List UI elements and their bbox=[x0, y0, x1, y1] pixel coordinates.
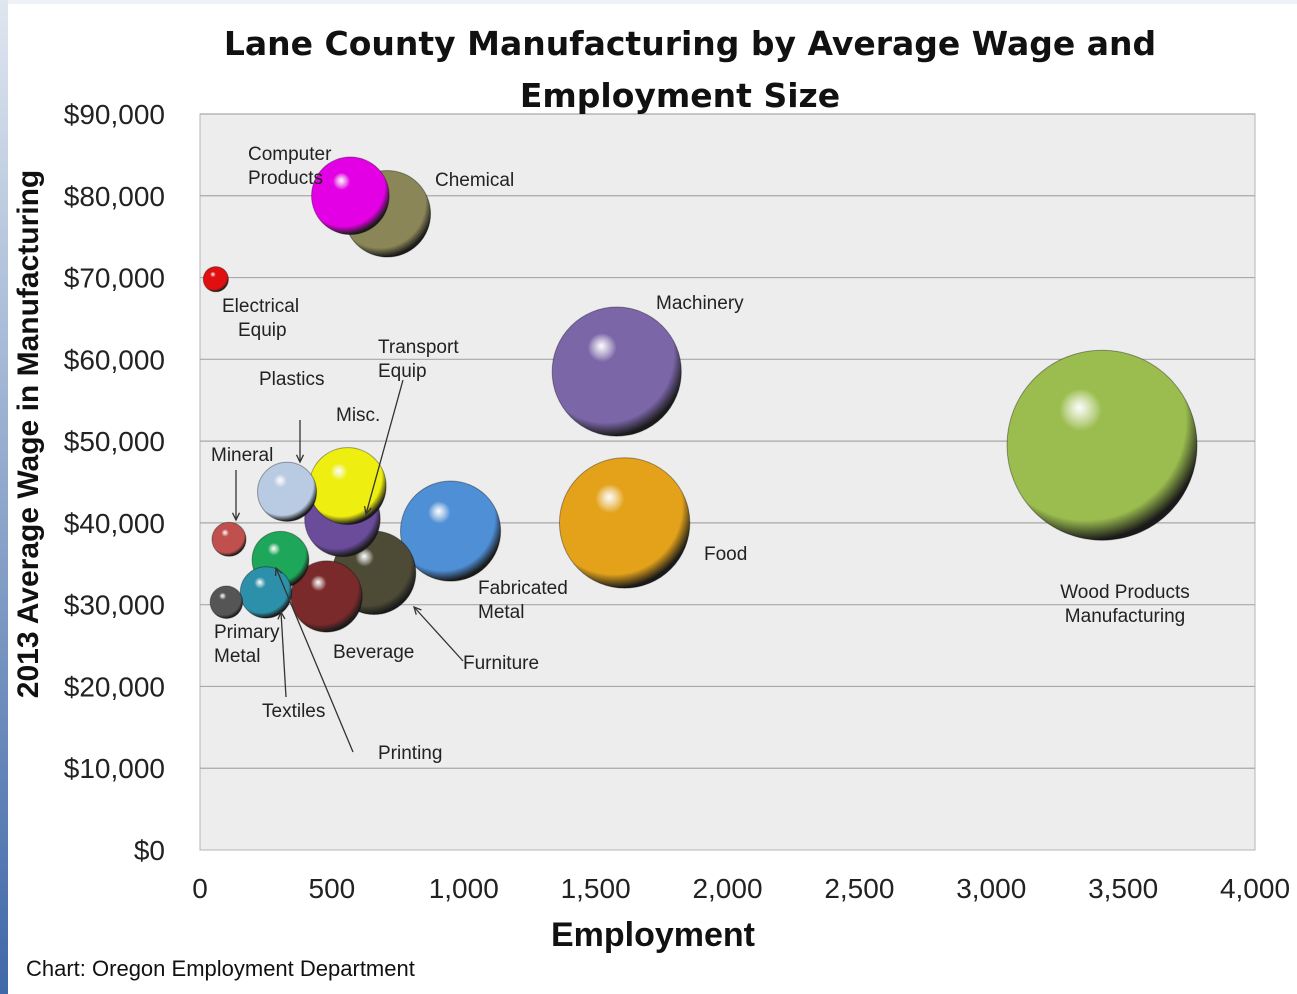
chart-title-line-1: Lane County Manufacturing by Average Wag… bbox=[224, 24, 1156, 63]
bubble-label-beverage: Beverage bbox=[333, 642, 414, 663]
bubble-misc bbox=[308, 447, 387, 526]
bubble-label-mineral: Mineral bbox=[211, 445, 273, 466]
leader-furniture-head bbox=[412, 605, 422, 615]
y-tick-label: $20,000 bbox=[64, 671, 165, 702]
leader-transport-head bbox=[363, 506, 372, 516]
bubble-label-transport: Equip bbox=[378, 361, 427, 382]
bubble-label-electrical: Equip bbox=[238, 320, 287, 341]
bubble-plastics bbox=[257, 461, 318, 522]
leader-furniture bbox=[413, 606, 464, 662]
bubble-label-electrical: Electrical bbox=[222, 296, 299, 317]
bubble-fabricated bbox=[399, 480, 502, 582]
bubble-mineral bbox=[211, 521, 247, 557]
y-tick-label: $90,000 bbox=[64, 99, 165, 130]
leader-lines bbox=[231, 379, 464, 753]
bubble-computer bbox=[311, 156, 390, 236]
bubble-food bbox=[558, 457, 691, 589]
source-note: Chart: Oregon Employment Department bbox=[26, 956, 415, 981]
bubble-label-chemical: Chemical bbox=[435, 170, 514, 191]
y-tick-label: $80,000 bbox=[64, 181, 165, 212]
leader-printing-head bbox=[274, 566, 283, 577]
bubble-label-primary: Primary bbox=[214, 622, 280, 643]
y-tick-label: $10,000 bbox=[64, 753, 165, 784]
y-tick-label: $30,000 bbox=[64, 590, 165, 621]
bubble-label-wood: Wood Products bbox=[1060, 582, 1190, 603]
leader-mineral-head bbox=[231, 512, 241, 522]
bubble-label-transport: Transport bbox=[378, 337, 459, 358]
bubble-label-primary: Metal bbox=[214, 646, 260, 667]
bubble-label-furniture: Furniture bbox=[463, 653, 539, 674]
leader-textiles-head bbox=[277, 610, 286, 620]
x-tick-label: 500 bbox=[309, 873, 356, 904]
bubble-label-computer: Products bbox=[248, 168, 323, 189]
leader-textiles bbox=[280, 611, 287, 698]
bubble-textiles bbox=[239, 566, 293, 619]
bubble-label-fabricated: Fabricated bbox=[478, 578, 568, 599]
y-tick-label: $0 bbox=[134, 835, 165, 866]
y-tick-label: $50,000 bbox=[64, 426, 165, 457]
y-tick-label: $70,000 bbox=[64, 263, 165, 294]
bubble-label-computer: Computer bbox=[248, 144, 332, 165]
y-tick-labels: $0 $10,000 $20,000 $30,000 $40,000 $50,000 $60… bbox=[64, 99, 165, 866]
bubble-label-printing: Printing bbox=[378, 743, 442, 764]
leader-transport bbox=[365, 379, 404, 515]
bubble-wood bbox=[1006, 349, 1198, 541]
x-tick-label: 2,000 bbox=[692, 873, 762, 904]
bubble-machinery bbox=[551, 306, 682, 437]
bubble-label-wood: Manufacturing bbox=[1065, 606, 1185, 627]
bubbles bbox=[202, 156, 1198, 633]
bubble-label-misc: Misc. bbox=[336, 405, 380, 426]
x-tick-label: 3,000 bbox=[956, 873, 1026, 904]
x-tick-label: 2,500 bbox=[824, 873, 894, 904]
x-tick-label: 1,000 bbox=[429, 873, 499, 904]
frame-left-edge bbox=[0, 0, 8, 994]
bubble-label-machinery: Machinery bbox=[656, 293, 744, 314]
bubble-label-plastics: Plastics bbox=[259, 369, 324, 390]
x-tick-label: 3,500 bbox=[1088, 873, 1158, 904]
bubble-primary bbox=[209, 585, 244, 619]
x-tick-label: 1,500 bbox=[561, 873, 631, 904]
chart-title-line-2: Employment Size bbox=[520, 76, 840, 115]
y-tick-label: $60,000 bbox=[64, 344, 165, 375]
x-tick-label: 4,000 bbox=[1220, 873, 1290, 904]
frame-top-edge bbox=[0, 0, 1297, 4]
bubble-label-food: Food bbox=[704, 544, 747, 565]
y-tick-label: $40,000 bbox=[64, 508, 165, 539]
bubble-label-textiles: Textiles bbox=[262, 701, 325, 722]
x-tick-label: 0 bbox=[192, 873, 208, 904]
leader-printing bbox=[275, 567, 354, 753]
bubble-label-fabricated: Metal bbox=[478, 602, 524, 623]
leader-plastics-head bbox=[295, 454, 305, 464]
x-axis-title: Employment bbox=[551, 916, 755, 954]
x-tick-labels: 0 500 1,000 1,500 2,000 2,500 3,000 3,500 4,000 bbox=[192, 873, 1290, 904]
bubble-labels: Wood Products Manufacturing Machinery Food F… bbox=[211, 144, 1190, 764]
bubble-electrical bbox=[202, 266, 229, 293]
y-axis-title: 2013 Average Wage in Manufacturing bbox=[12, 170, 45, 698]
